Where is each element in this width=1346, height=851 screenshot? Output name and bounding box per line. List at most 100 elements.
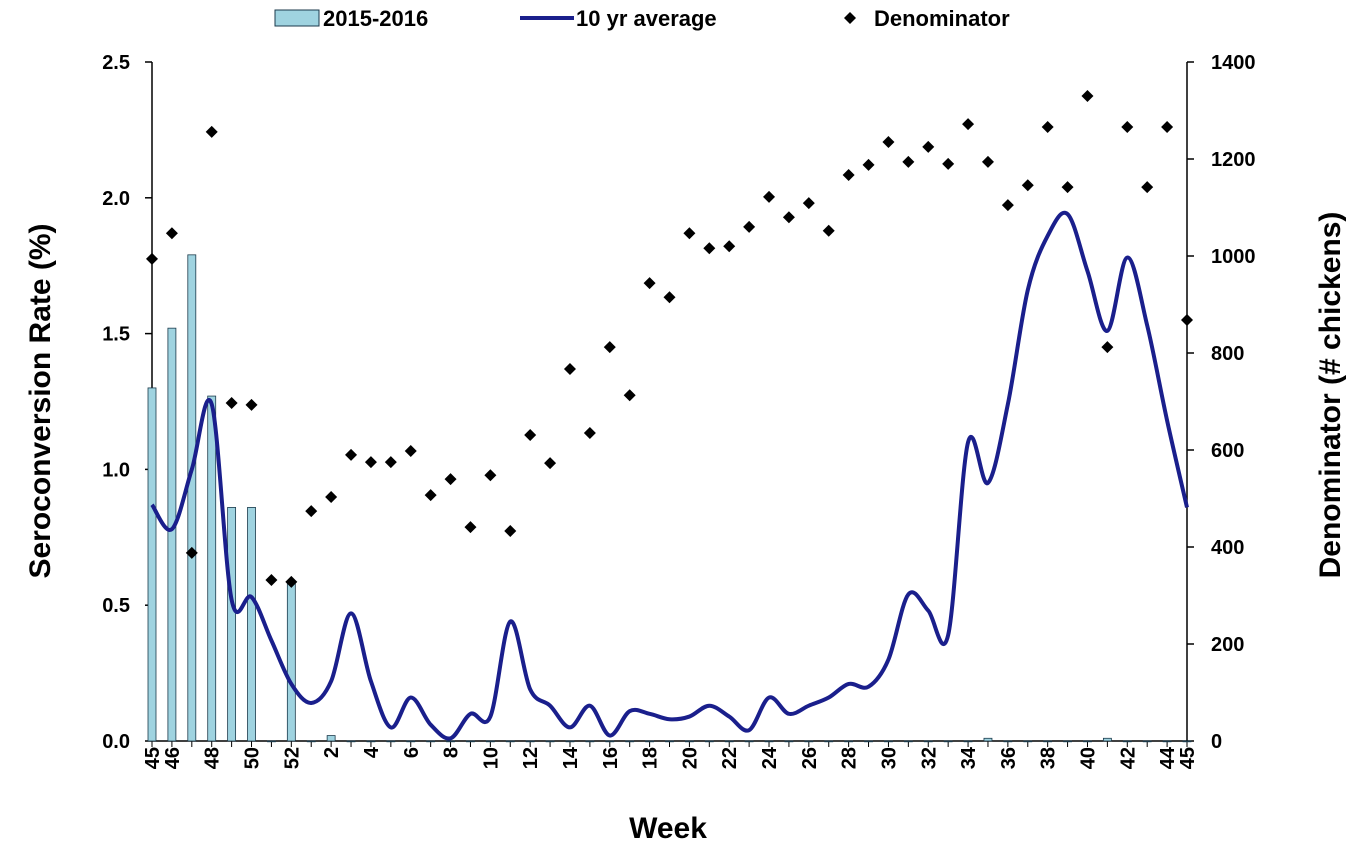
- bar: [565, 740, 575, 743]
- bar: [1023, 740, 1033, 743]
- marker: [922, 140, 935, 153]
- x-tick-label: 6: [401, 747, 423, 758]
- bar: [884, 740, 893, 743]
- bar: [963, 740, 973, 743]
- y2-tick-label: 1200: [1211, 149, 1256, 171]
- y-axis-title: Seroconversion Rate (%): [24, 223, 57, 578]
- x-tick-label: 24: [759, 746, 781, 769]
- bar: [724, 740, 734, 743]
- bar: [903, 740, 913, 743]
- bar: [864, 740, 873, 743]
- legend-label: 2015-2016: [323, 6, 428, 31]
- bar: [1142, 740, 1152, 743]
- bar: [187, 254, 197, 742]
- marker: [683, 227, 696, 240]
- x-tick-label: 42: [1117, 747, 1139, 769]
- marker: [703, 242, 716, 255]
- x-tick-label: 18: [640, 747, 662, 769]
- bar: [426, 740, 436, 743]
- x-tick-label: 2: [321, 747, 343, 758]
- marker: [464, 521, 477, 534]
- bar: [1043, 740, 1053, 743]
- bar: [1162, 740, 1172, 743]
- bar: [505, 740, 515, 743]
- y-tick-label: 1.5: [102, 324, 130, 346]
- marker: [1121, 120, 1134, 133]
- x-axis-title: Week: [629, 812, 707, 845]
- x-tick-label: 34: [958, 746, 980, 769]
- bar: [625, 740, 635, 743]
- y-tick-label: 2.5: [102, 52, 130, 74]
- marker: [1161, 120, 1174, 133]
- bar: [286, 583, 296, 742]
- bar: [446, 740, 455, 743]
- bar: [704, 740, 714, 743]
- marker: [1001, 199, 1014, 212]
- x-tick-label: 32: [918, 747, 940, 769]
- y2-tick-label: 1000: [1211, 246, 1256, 268]
- line: [150, 210, 1189, 741]
- x-tick-label: 48: [202, 747, 224, 769]
- bar: [1122, 740, 1132, 743]
- marker: [882, 136, 895, 149]
- y2-tick-label: 800: [1211, 343, 1244, 365]
- bar: [267, 740, 276, 743]
- y2-tick-label: 1400: [1211, 52, 1256, 74]
- bar: [804, 740, 814, 743]
- legend-label: 10 yr average: [576, 6, 717, 31]
- marker: [504, 524, 517, 537]
- marker: [524, 428, 537, 441]
- x-tick-label: 30: [878, 747, 900, 769]
- legend-label: Denominator: [874, 6, 1010, 31]
- marker: [902, 155, 915, 168]
- bar: [645, 740, 654, 743]
- marker: [165, 227, 178, 240]
- bar: [466, 740, 475, 743]
- bar: [366, 740, 376, 743]
- marker: [1061, 181, 1074, 194]
- x-tick-label: 8: [441, 747, 463, 758]
- marker: [583, 427, 596, 440]
- x-tick-label: 10: [480, 747, 502, 769]
- x-tick-label: 16: [600, 747, 622, 769]
- bar: [326, 735, 336, 742]
- bar: [665, 740, 674, 743]
- bar: [605, 740, 615, 743]
- bar: [207, 395, 217, 742]
- x-tick-label: 14: [560, 746, 582, 769]
- bar: [824, 740, 834, 743]
- bar: [545, 740, 555, 743]
- marker: [1081, 89, 1094, 102]
- marker: [743, 220, 756, 233]
- y2-tick-label: 600: [1211, 440, 1244, 462]
- y-tick-label: 0.5: [102, 595, 130, 617]
- marker: [444, 473, 457, 486]
- marker: [942, 157, 955, 170]
- y2-tick-label: 0: [1211, 731, 1222, 753]
- marker: [404, 444, 417, 457]
- bar: [923, 740, 933, 743]
- bar: [1182, 740, 1192, 743]
- marker: [782, 211, 795, 224]
- bar: [744, 740, 754, 743]
- marker: [1021, 179, 1034, 192]
- bar: [943, 740, 953, 743]
- bar: [306, 740, 316, 743]
- bar: [1083, 740, 1092, 743]
- bar: [1063, 740, 1072, 743]
- y-tick-label: 2.0: [102, 188, 130, 210]
- marker: [802, 197, 815, 210]
- marker: [185, 546, 198, 559]
- bar: [525, 740, 535, 743]
- marker: [205, 125, 218, 138]
- bar: [983, 737, 993, 742]
- x-tick-label: 45: [142, 747, 164, 769]
- marker: [623, 389, 636, 402]
- bar: [406, 740, 416, 743]
- x-tick-label: 20: [679, 747, 701, 769]
- marker: [763, 190, 776, 203]
- marker: [1141, 181, 1154, 194]
- x-tick-label: 4: [361, 746, 383, 758]
- bar: [784, 740, 794, 743]
